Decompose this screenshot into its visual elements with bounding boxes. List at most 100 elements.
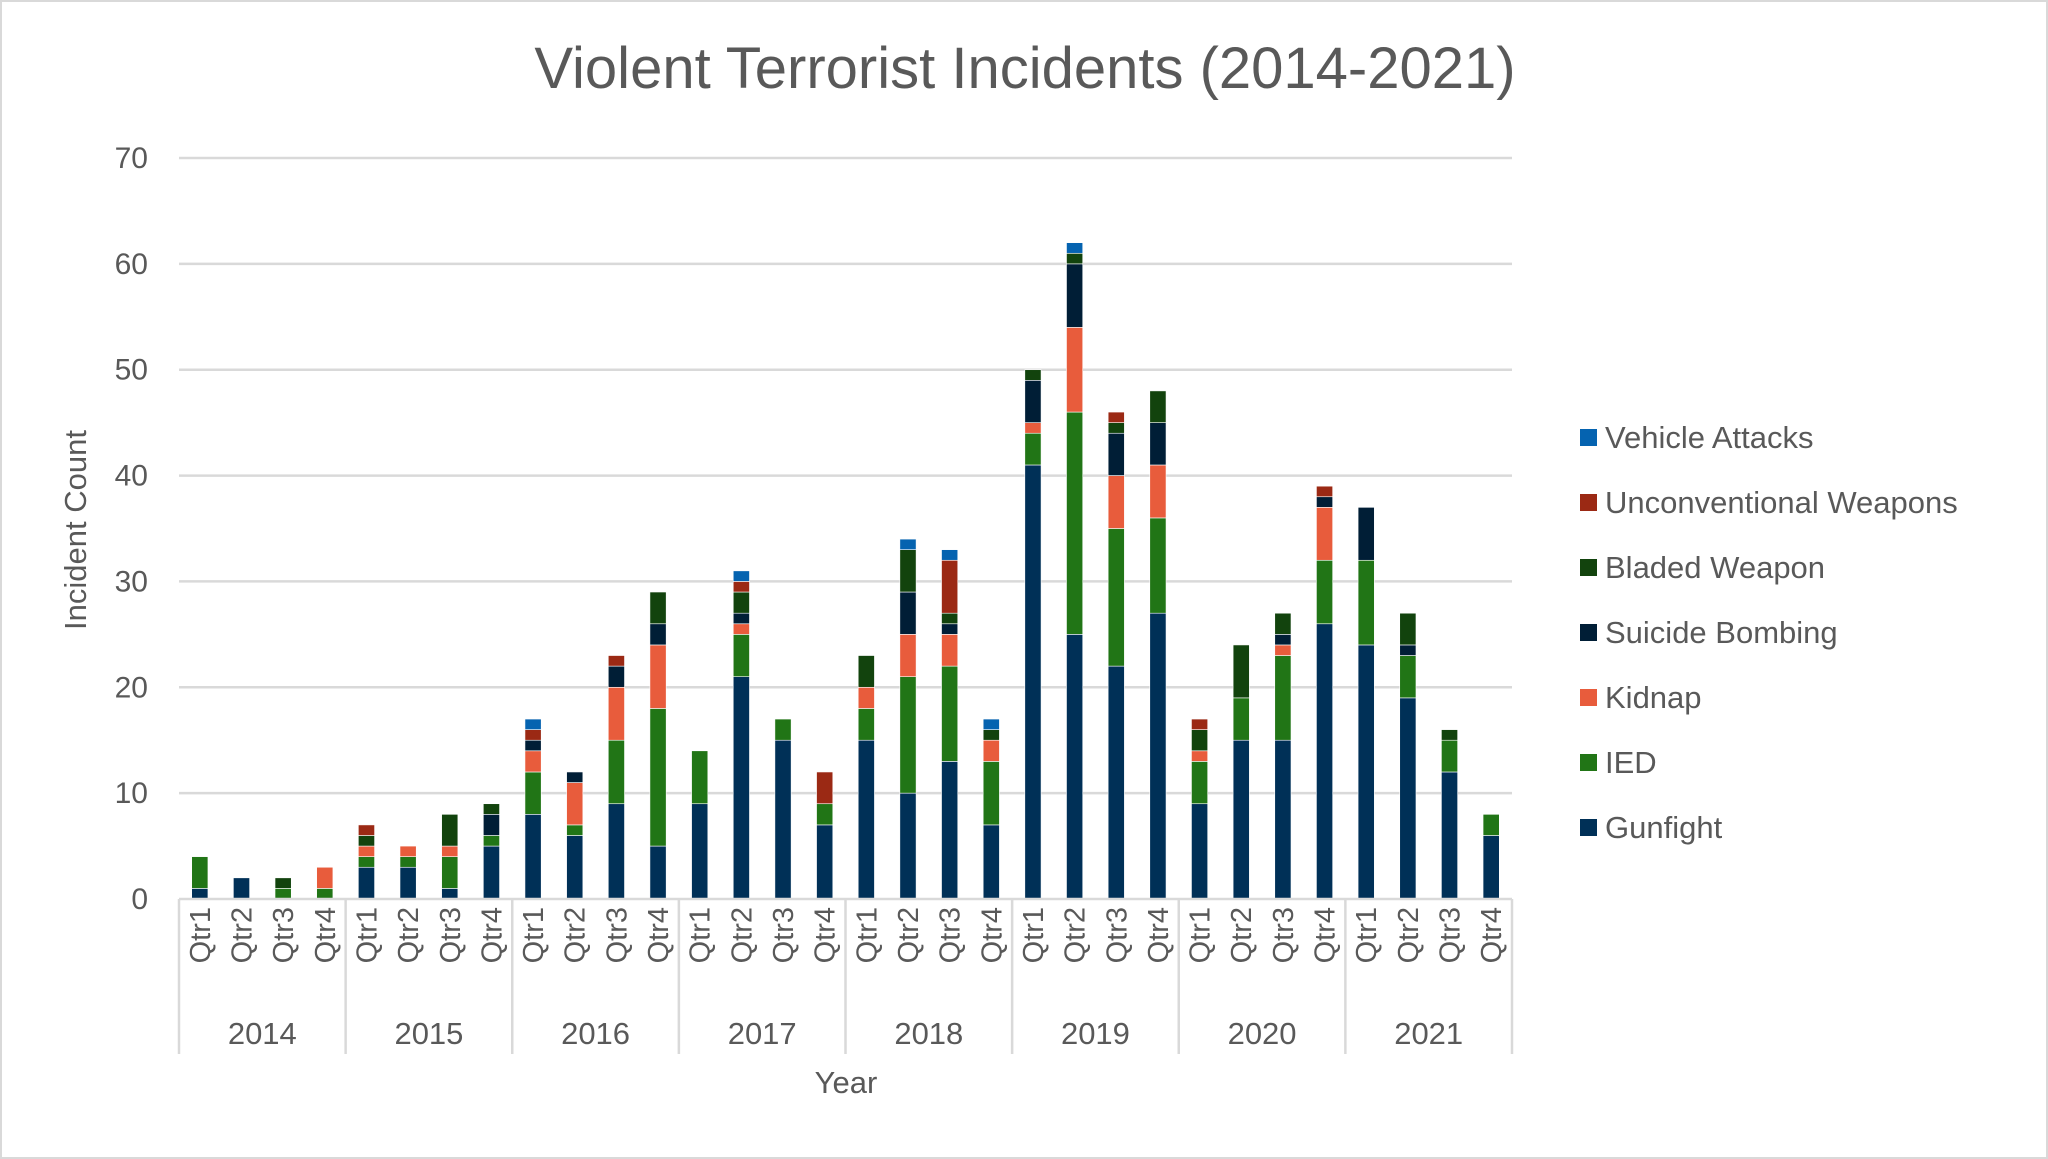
legend-swatch xyxy=(1580,689,1597,706)
bar-segment-ied xyxy=(816,803,834,826)
bar-segment-ied xyxy=(358,856,375,868)
bar-segment-kidnap xyxy=(358,845,375,857)
group-label: 2014 xyxy=(228,1016,297,1051)
x-tick-label: Qtr4 xyxy=(1310,907,1342,963)
legend-swatch xyxy=(1580,559,1597,576)
bar-segment-bladed-weapon xyxy=(441,814,459,847)
bar-segment-gunfight xyxy=(399,866,417,900)
legend-label: Vehicle Attacks xyxy=(1605,420,1814,455)
bar-segment-suicide-bombing xyxy=(566,771,584,783)
legend-label: Unconventional Weapons xyxy=(1605,485,1958,520)
x-tick-label: Qtr4 xyxy=(1143,907,1175,963)
y-tick-labels: 0 10 20 30 40 50 60 70 xyxy=(115,142,148,916)
bar-segment-vehicle-attacks xyxy=(941,549,959,561)
bar-segment-ied xyxy=(774,718,792,741)
bar-segment-bladed-weapon xyxy=(1232,644,1250,699)
bar-segment-gunfight xyxy=(1024,464,1042,900)
x-tick-label: Qtr1 xyxy=(1185,907,1217,963)
bar-segment-gunfight xyxy=(358,866,375,900)
x-tick-label: Qtr2 xyxy=(1060,907,1092,963)
x-tick-label: Qtr1 xyxy=(1018,907,1050,963)
bar-segment-kidnap xyxy=(1316,507,1333,561)
group-label: 2016 xyxy=(561,1016,630,1051)
y-tick-label: 20 xyxy=(115,671,148,704)
legend-label: Kidnap xyxy=(1605,680,1702,715)
bar-segment-gunfight xyxy=(1357,644,1375,900)
bar-segment-ied xyxy=(607,739,625,805)
bar-segment-bladed-weapon xyxy=(899,549,917,593)
y-tick-label: 40 xyxy=(115,460,148,493)
legend-item: Vehicle Attacks xyxy=(1580,420,1814,455)
bar-segment-suicide-bombing xyxy=(1149,422,1167,466)
bar-segment-bladed-weapon xyxy=(857,655,875,688)
bar-segment-kidnap xyxy=(441,845,459,857)
bar-segment-vehicle-attacks xyxy=(524,718,542,730)
bar-segment-suicide-bombing xyxy=(1274,634,1292,646)
bar-segment-ied xyxy=(316,888,334,900)
group-label: 2017 xyxy=(728,1016,797,1051)
y-tick-label: 50 xyxy=(115,354,148,387)
y-tick-label: 70 xyxy=(115,142,148,175)
x-tick-label: Qtr2 xyxy=(1393,907,1425,963)
bar-segment-suicide-bombing xyxy=(1066,263,1084,328)
x-tick-label: Qtr2 xyxy=(1226,907,1258,963)
bar-segment-ied xyxy=(1024,432,1042,466)
legend-item: IED xyxy=(1580,745,1657,780)
bar-segment-gunfight xyxy=(1274,739,1292,900)
y-tick-label: 60 xyxy=(115,248,148,281)
bar-segment-bladed-weapon xyxy=(1107,422,1125,434)
bar-segment-gunfight xyxy=(566,835,584,900)
legend-item: Suicide Bombing xyxy=(1580,615,1838,650)
bar-segment-kidnap xyxy=(524,750,542,773)
bar-segment-kidnap xyxy=(649,644,667,709)
bars xyxy=(191,242,1500,900)
bar-segment-gunfight xyxy=(691,803,709,900)
bar-segment-unconventional-weapons xyxy=(732,581,750,593)
bar-segment-unconventional-weapons xyxy=(1191,718,1209,730)
bar-segment-ied xyxy=(1441,739,1458,773)
legend-swatch xyxy=(1580,624,1597,641)
bar-segment-ied xyxy=(691,750,709,805)
x-tick-label: Qtr3 xyxy=(435,907,467,963)
bar-segment-vehicle-attacks xyxy=(899,538,917,550)
bar-segment-ied xyxy=(649,708,667,847)
group-label: 2019 xyxy=(1061,1016,1130,1051)
bar-segment-bladed-weapon xyxy=(649,591,667,625)
x-tick-label: Qtr3 xyxy=(1435,907,1467,963)
bar-segment-vehicle-attacks xyxy=(732,570,750,582)
bar-segment-suicide-bombing xyxy=(941,623,959,635)
bar-segment-bladed-weapon xyxy=(1399,612,1417,646)
x-tick-label: Qtr4 xyxy=(476,907,508,963)
x-tick-label: Qtr2 xyxy=(893,907,925,963)
bar-segment-gunfight xyxy=(1482,835,1500,900)
bar-segment-vehicle-attacks xyxy=(1066,242,1084,254)
bar-segment-unconventional-weapons xyxy=(816,771,834,805)
group-label: 2018 xyxy=(894,1016,963,1051)
bar-segment-kidnap xyxy=(399,845,417,857)
bar-segment-ied xyxy=(982,761,1000,826)
bar-segment-bladed-weapon xyxy=(1024,369,1042,381)
x-tick-label: Qtr1 xyxy=(518,907,550,963)
y-tick-label: 30 xyxy=(115,565,148,598)
bar-segment-suicide-bombing xyxy=(1399,644,1417,656)
bar-segment-ied xyxy=(941,665,959,762)
bar-segment-kidnap xyxy=(1191,750,1209,762)
bar-segment-ied xyxy=(1399,655,1417,699)
bar-segment-gunfight xyxy=(607,803,625,900)
bar-segment-suicide-bombing xyxy=(524,739,542,752)
bar-segment-unconventional-weapons xyxy=(607,655,625,667)
x-axis: Qtr1 Qtr2 Qtr3 Qtr4 Qtr1 Qtr2 Qtr3 Qtr4 Qtr1 Qtr2… xyxy=(177,897,1514,1054)
x-tick-label: Qtr1 xyxy=(851,907,883,963)
x-tick-label: Qtr2 xyxy=(393,907,425,963)
x-tick-label: Qtr1 xyxy=(351,907,383,963)
bar-segment-ied xyxy=(1482,814,1500,836)
bar-segment-gunfight xyxy=(1441,771,1458,900)
x-tick-label: Qtr4 xyxy=(810,907,842,963)
bar-segment-kidnap xyxy=(607,686,625,741)
bar-segment-kidnap xyxy=(857,686,875,709)
x-axis-label: Year xyxy=(815,1065,878,1100)
bar-segment-bladed-weapon xyxy=(1191,729,1209,752)
legend-item: Unconventional Weapons xyxy=(1580,485,1958,520)
bar-segment-unconventional-weapons xyxy=(524,729,542,741)
bar-segment-gunfight xyxy=(1399,697,1417,900)
